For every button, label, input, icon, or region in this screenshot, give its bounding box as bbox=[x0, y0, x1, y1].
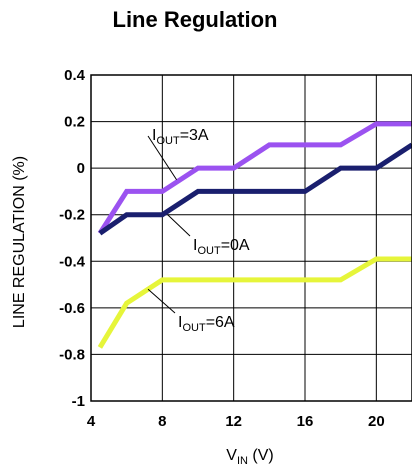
x-tick-label: 12 bbox=[225, 413, 242, 430]
series-label-iout-6a: IOUT=6A bbox=[178, 314, 235, 334]
x-tick-label: 4 bbox=[87, 413, 96, 430]
series-line-iout-6a bbox=[97, 256, 412, 349]
x-tick-label: 16 bbox=[297, 413, 314, 430]
series-line-iout-3a bbox=[97, 121, 412, 235]
y-tick-label: 0.2 bbox=[64, 114, 85, 131]
y-tick-label: -1 bbox=[72, 393, 85, 410]
annotation-leader-line bbox=[147, 288, 176, 314]
x-tick-labels: 4 8 12 16 20 bbox=[87, 413, 385, 430]
y-tick-label: -0.4 bbox=[59, 253, 86, 270]
y-tick-label: -0.2 bbox=[59, 207, 85, 224]
series-label-iout-3a: IOUT=3A bbox=[152, 127, 209, 147]
grid bbox=[91, 75, 412, 401]
x-tick-label: 20 bbox=[368, 413, 385, 430]
x-axis-label-sub: IN bbox=[237, 455, 248, 467]
series-line-iout-0a bbox=[98, 142, 412, 236]
y-tick-label: -0.8 bbox=[59, 346, 85, 363]
series-label-iout-0a: IOUT=0A bbox=[193, 237, 250, 257]
y-tick-label: 0.4 bbox=[64, 67, 86, 84]
y-axis-label: LINE REGULATION (%) bbox=[11, 156, 28, 328]
annotation-leader-line bbox=[147, 135, 178, 181]
annotation-leaders bbox=[147, 135, 191, 314]
y-tick-label: 0 bbox=[77, 160, 85, 177]
x-axis-label: VIN (V) bbox=[226, 447, 273, 467]
plot-frame bbox=[90, 74, 412, 402]
y-tick-labels: 0.4 0.2 0 -0.2 -0.4 -0.6 -0.8 -1 bbox=[59, 67, 86, 410]
x-tick-label: 8 bbox=[158, 413, 166, 430]
series-lines bbox=[97, 121, 412, 349]
chart-title: Line Regulation bbox=[113, 7, 278, 32]
annotation-leader-line bbox=[167, 214, 191, 237]
y-tick-label: -0.6 bbox=[59, 300, 85, 317]
x-axis-label-main: V bbox=[226, 447, 237, 464]
x-axis-label-unit: (V) bbox=[248, 447, 274, 464]
